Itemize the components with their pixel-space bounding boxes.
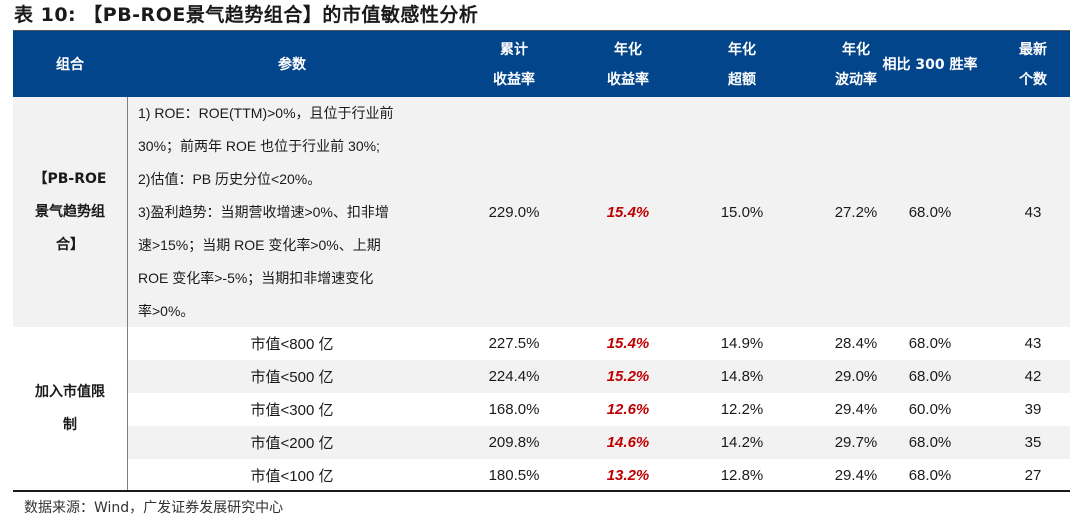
param-value: 市值<100 亿 — [250, 467, 334, 485]
annual-excess-value: 14.2% — [720, 434, 764, 451]
latest-count-value: 42 — [1024, 368, 1042, 385]
header-cumulative-return: 累计 收益率 — [457, 31, 571, 98]
group-label: 合】 — [56, 236, 84, 253]
group-cell-market-cap-limit: 加入市值限 制 — [13, 327, 127, 491]
win-rate-value: 68.0% — [908, 466, 952, 484]
table-title: 表 10: 【PB-ROE景气趋势组合】的市值敏感性分析 — [14, 4, 479, 26]
annual-volatility-value: 29.7% — [834, 434, 878, 451]
win-rate-value: 68.0% — [908, 335, 952, 352]
param-value: 市值<500 亿 — [250, 369, 334, 386]
header-label: 最新 — [1019, 41, 1047, 58]
param-value: 市值<200 亿 — [250, 435, 334, 452]
header-label: 年化 — [614, 41, 642, 58]
cumulative-return-value: 209.8% — [488, 434, 540, 451]
cumulative-return-value: 224.4% — [488, 368, 540, 385]
param-line: 率>0%。 — [138, 303, 195, 319]
header-label: 收益率 — [493, 71, 535, 88]
cumulative-return-value: 180.5% — [488, 466, 540, 484]
param-value: 市值<300 亿 — [250, 402, 334, 419]
header-label: 收益率 — [607, 71, 649, 88]
annual-volatility-value: 28.4% — [834, 335, 878, 352]
group-cell-pb-roe: 【PB-ROE 景气趋势组 合】 — [13, 97, 127, 327]
group-label: 景气趋势组 — [35, 203, 105, 220]
latest-count-value: 35 — [1024, 434, 1042, 451]
column-divider — [127, 97, 128, 491]
table-row-cap-800: 市值<800 亿 227.5% 15.4% 14.9% 28.4% 68.0% … — [13, 327, 1070, 360]
header-label: 年化 — [728, 41, 756, 58]
header-label: 相比 300 胜率 — [882, 56, 978, 73]
param-line: 1) ROE：ROE(TTM)>0%，且位于行业前 — [138, 105, 394, 121]
param-line: 2)估值：PB 历史分位<20%。 — [138, 171, 322, 187]
annual-excess-value: 12.2% — [720, 401, 764, 418]
header-label: 组合 — [56, 56, 84, 73]
annual-return-value: 15.4% — [606, 335, 650, 352]
group-label: 【PB-ROE — [33, 170, 107, 187]
win-rate-value: 68.0% — [908, 203, 952, 221]
group-label: 加入市值限 — [35, 384, 105, 400]
annual-return-value: 14.6% — [606, 434, 650, 451]
table-row-cap-300: 市值<300 亿 168.0% 12.6% 12.2% 29.4% 60.0% … — [13, 393, 1070, 426]
annual-volatility-value: 29.0% — [834, 368, 878, 385]
table-row-cap-500: 市值<500 亿 224.4% 15.2% 14.8% 29.0% 68.0% … — [13, 360, 1070, 393]
param-value: 市值<800 亿 — [250, 336, 334, 353]
param-line: 速>15%；当期 ROE 变化率>0%、上期 — [138, 237, 381, 253]
annual-return-value: 12.6% — [606, 401, 650, 418]
latest-count-value: 39 — [1024, 401, 1042, 418]
annual-return-value: 15.2% — [606, 368, 650, 385]
latest-count-value: 27 — [1024, 466, 1042, 484]
param-description: 1) ROE：ROE(TTM)>0%，且位于行业前 30%；前两年 ROE 也位… — [138, 97, 468, 328]
table-row-cap-200: 市值<200 亿 209.8% 14.6% 14.2% 29.7% 68.0% … — [13, 426, 1070, 459]
annual-excess-value: 14.9% — [720, 335, 764, 352]
header-label: 个数 — [1019, 71, 1047, 88]
table-bottom-rule — [13, 490, 1070, 492]
latest-count-value: 43 — [1024, 203, 1042, 221]
header-label: 波动率 — [835, 71, 877, 88]
annual-return-value: 15.4% — [606, 203, 650, 221]
header-win-rate: 相比 300 胜率 — [873, 31, 987, 98]
header-annual-volatility: 年化 波动率 — [799, 31, 913, 98]
cumulative-return-value: 229.0% — [488, 203, 540, 221]
cumulative-return-value: 227.5% — [488, 335, 540, 352]
header-annual-return: 年化 收益率 — [571, 31, 685, 98]
annual-volatility-value: 29.4% — [834, 466, 878, 484]
annual-volatility-value: 29.4% — [834, 401, 878, 418]
param-line: ROE 变化率>-5%；当期扣非增速变化 — [138, 270, 374, 286]
header-label: 年化 — [842, 41, 870, 58]
data-source-note: 数据来源：Wind，广发证券发展研究中心 — [24, 500, 284, 516]
table-row-cap-100: 市值<100 亿 180.5% 13.2% 12.8% 29.4% 68.0% … — [13, 459, 1070, 491]
latest-count-value: 43 — [1024, 335, 1042, 352]
group-label: 制 — [63, 417, 77, 433]
cumulative-return-value: 168.0% — [488, 401, 540, 418]
annual-excess-value: 14.8% — [720, 368, 764, 385]
annual-return-value: 13.2% — [606, 466, 650, 484]
annual-excess-value: 15.0% — [720, 203, 764, 221]
annual-volatility-value: 27.2% — [834, 203, 878, 221]
param-line: 3)盈利趋势：当期营收增速>0%、扣非增 — [138, 204, 389, 220]
win-rate-value: 60.0% — [908, 401, 952, 418]
param-line: 30%；前两年 ROE 也位于行业前 30%; — [138, 138, 380, 154]
table-row-main: 【PB-ROE 景气趋势组 合】 1) ROE：ROE(TTM)>0%，且位于行… — [13, 97, 1070, 327]
header-label: 超额 — [728, 71, 756, 88]
annual-excess-value: 12.8% — [720, 466, 764, 484]
table-header: 组合 参数 累计 收益率 年化 收益率 年化 超额 年化 波动率 相比 300 … — [13, 30, 1070, 98]
header-latest-count: 最新 个数 — [1003, 31, 1063, 98]
header-portfolio: 组合 — [13, 31, 127, 98]
win-rate-value: 68.0% — [908, 434, 952, 451]
win-rate-value: 68.0% — [908, 368, 952, 385]
header-label: 累计 — [500, 41, 528, 58]
header-params: 参数 — [127, 31, 457, 98]
header-label: 参数 — [278, 56, 306, 73]
header-annual-excess: 年化 超额 — [685, 31, 799, 98]
